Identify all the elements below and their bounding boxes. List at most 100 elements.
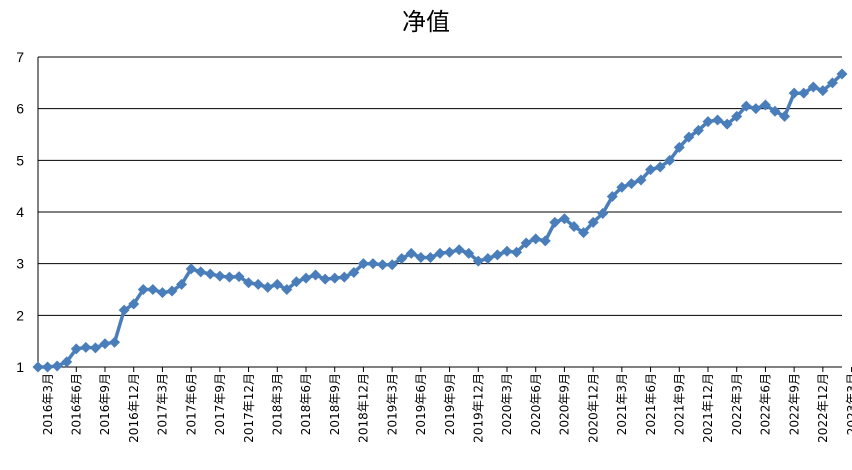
data-point [587, 216, 599, 228]
data-point [664, 154, 676, 166]
x-tick-label: 2017年9月 [213, 373, 227, 435]
data-point [434, 247, 446, 259]
data-point [463, 247, 475, 259]
data-point [625, 178, 637, 190]
data-point [731, 110, 743, 122]
x-tick-label: 2023年3月 [845, 373, 852, 435]
data-point [721, 118, 733, 130]
x-tick-label: 2021年9月 [672, 373, 686, 435]
series-line [38, 72, 844, 369]
data-point [692, 124, 704, 136]
data-point [712, 114, 724, 126]
data-point [252, 278, 264, 290]
y-tick-label: 1 [16, 359, 24, 375]
data-point [262, 281, 274, 293]
data-point [606, 191, 618, 202]
data-point [338, 271, 350, 283]
data-point [817, 85, 829, 97]
y-tick-label: 7 [16, 49, 24, 65]
x-tick-label: 2017年6月 [184, 373, 198, 435]
data-point [99, 338, 111, 350]
x-tick-label: 2019年9月 [443, 373, 457, 435]
data-point [204, 268, 216, 280]
data-point [826, 77, 838, 89]
x-tick-label: 2017年3月 [156, 373, 170, 435]
data-point [357, 258, 369, 270]
data-point [539, 235, 551, 247]
data-point [185, 263, 197, 275]
x-tick-label: 2022年9月 [787, 373, 801, 435]
data-point [501, 245, 513, 257]
y-tick-label: 5 [16, 152, 24, 168]
data-point [520, 237, 532, 249]
data-point [702, 116, 714, 128]
data-point [740, 100, 752, 112]
x-tick-label: 2022年12月 [816, 373, 830, 443]
data-point [798, 87, 810, 99]
data-point [300, 272, 312, 284]
data-point [836, 68, 848, 80]
data-point [329, 272, 341, 284]
data-point [453, 244, 465, 256]
data-point [223, 271, 235, 283]
data-point [750, 103, 762, 115]
data-point [70, 343, 82, 355]
data-point [511, 246, 523, 258]
data-point [616, 181, 628, 193]
data-point [645, 164, 657, 176]
x-tick-label: 2016年6月 [69, 373, 83, 435]
data-point [444, 246, 456, 258]
x-tick-label: 2019年6月 [414, 373, 428, 435]
data-point [530, 233, 542, 245]
data-point [654, 161, 666, 173]
x-tick-label: 2017年12月 [242, 373, 256, 443]
data-point [578, 227, 590, 239]
data-point [367, 258, 379, 270]
data-point [290, 276, 302, 288]
data-point [386, 259, 398, 271]
data-point [424, 251, 436, 263]
x-tick-label: 2018年6月 [299, 373, 313, 435]
data-point [32, 361, 44, 373]
data-point [42, 361, 54, 373]
data-point [673, 141, 685, 153]
y-tick-label: 4 [16, 204, 24, 220]
data-point [156, 287, 168, 299]
x-tick-label: 2022年3月 [730, 373, 744, 435]
data-point [51, 360, 63, 372]
x-tick-label: 2022年6月 [759, 373, 773, 435]
y-tick-label: 3 [16, 256, 24, 272]
data-point [176, 278, 188, 290]
data-point [233, 271, 245, 283]
x-tick-label: 2019年3月 [385, 373, 399, 435]
data-point [118, 304, 130, 316]
chart-title: 净值 [402, 8, 450, 36]
data-point [128, 298, 140, 310]
data-point [472, 255, 484, 267]
data-point [243, 277, 255, 289]
y-tick-label: 2 [16, 307, 24, 323]
data-point [683, 131, 695, 143]
data-point [788, 87, 800, 99]
x-tick-label: 2020年9月 [558, 373, 572, 435]
data-point [195, 266, 207, 278]
data-point [482, 253, 494, 264]
data-point [759, 99, 771, 111]
x-tick-label: 2021年3月 [615, 373, 629, 435]
data-point [635, 174, 647, 186]
data-point [396, 253, 408, 264]
data-point [147, 284, 159, 295]
data-point [89, 342, 101, 354]
y-tick-label: 6 [16, 101, 24, 117]
data-point [549, 216, 561, 228]
x-tick-label: 2018年12月 [357, 373, 371, 443]
x-tick-label: 2020年3月 [500, 373, 514, 435]
data-point [769, 105, 781, 117]
data-point [319, 273, 331, 285]
data-point [348, 266, 360, 278]
data-point [568, 220, 580, 232]
x-tick-label: 2016年12月 [127, 373, 141, 443]
x-tick-label: 2020年6月 [529, 373, 543, 435]
data-point [310, 269, 322, 281]
